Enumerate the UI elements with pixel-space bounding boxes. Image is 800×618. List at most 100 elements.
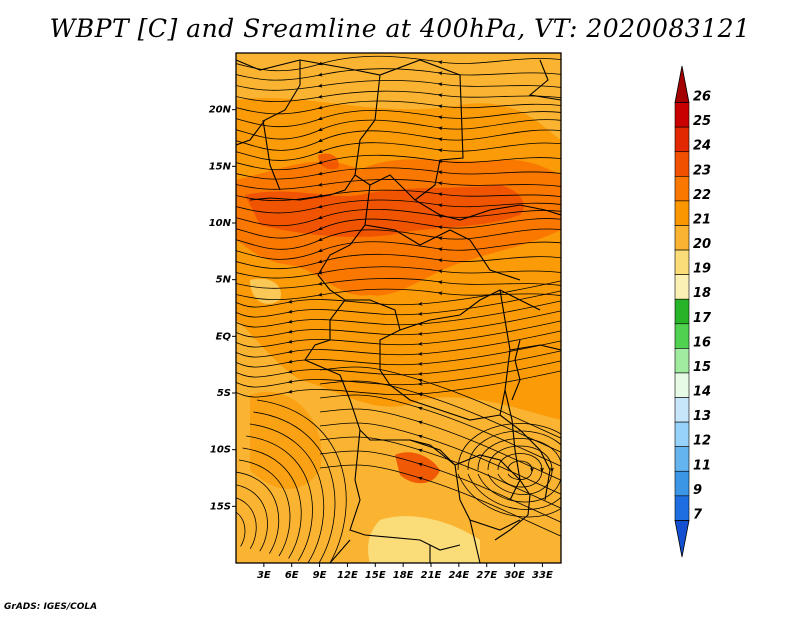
colorbar-segment bbox=[674, 323, 690, 349]
streamline bbox=[236, 79, 561, 91]
streamline bbox=[256, 399, 347, 563]
streamline bbox=[253, 411, 336, 563]
streamline bbox=[457, 423, 561, 518]
colorbar-segment bbox=[674, 348, 690, 374]
colorbar-segment bbox=[674, 397, 690, 423]
colorbar-segment bbox=[674, 298, 690, 325]
colorbar-label: 22 bbox=[693, 188, 711, 203]
streamline bbox=[236, 290, 561, 318]
streamline bbox=[319, 422, 561, 495]
lon-tick-label: 30E bbox=[504, 570, 525, 581]
lat-tick-label: 5S bbox=[217, 388, 231, 399]
streamline bbox=[236, 512, 246, 547]
colorbar-segment bbox=[674, 372, 690, 398]
lat-tick-label: 15N bbox=[209, 161, 232, 172]
colorbar-label: 18 bbox=[693, 286, 711, 301]
lat-tick-label: 5N bbox=[216, 275, 232, 286]
streamline bbox=[497, 453, 544, 488]
lat-tick-label: 15S bbox=[210, 501, 231, 512]
colorbar-label: 14 bbox=[693, 385, 711, 400]
streamline bbox=[236, 484, 268, 552]
colorbar-label: 13 bbox=[693, 409, 711, 424]
colorbar: 26 25 24 23 22 21 20 19 18 17 16 15 14 13 12 11 9 7 bbox=[674, 65, 712, 558]
lat-tick-label: EQ bbox=[216, 331, 232, 342]
colorbar-label: 12 bbox=[693, 434, 711, 449]
streamline bbox=[319, 394, 561, 467]
country-borders bbox=[236, 59, 561, 563]
colorbar-segment bbox=[674, 446, 690, 472]
streamline bbox=[236, 241, 561, 260]
streamline bbox=[238, 459, 291, 557]
streamline bbox=[236, 189, 561, 201]
streamline bbox=[236, 218, 561, 239]
streamline bbox=[236, 280, 561, 308]
streamline bbox=[319, 464, 561, 537]
streamline bbox=[236, 310, 561, 338]
colorbar-label: 25 bbox=[693, 114, 711, 129]
streamline bbox=[467, 430, 561, 510]
colorbar-segment bbox=[674, 495, 690, 521]
lon-tick-label: 24E bbox=[448, 570, 469, 581]
colorbar-label: 26 bbox=[693, 90, 711, 105]
lon-tick-label: 15E bbox=[365, 570, 386, 581]
streamline bbox=[507, 460, 534, 480]
lat-tick-label: 20N bbox=[209, 105, 232, 116]
colorbar-segment bbox=[674, 225, 690, 251]
streamline bbox=[246, 435, 313, 562]
colorbar-label: 19 bbox=[693, 262, 711, 277]
streamline bbox=[236, 167, 561, 180]
wbpt-20-patch-west bbox=[250, 278, 281, 304]
colorbar-top-arrow bbox=[674, 65, 690, 103]
map-panel bbox=[221, 53, 561, 563]
streamline bbox=[236, 370, 561, 398]
streamline bbox=[236, 277, 561, 289]
colorbar-label: 17 bbox=[693, 311, 712, 326]
colorbar-label: 24 bbox=[693, 139, 711, 154]
colorbar-segment bbox=[674, 470, 690, 497]
colorbar-label: 20 bbox=[693, 237, 711, 252]
colorbar-segment bbox=[674, 176, 690, 202]
streamlines bbox=[221, 55, 561, 563]
colorbar-label: 11 bbox=[693, 458, 711, 473]
colorbar-label: 7 bbox=[693, 507, 703, 522]
streamline bbox=[236, 253, 561, 270]
streamline bbox=[236, 154, 561, 171]
streamline bbox=[236, 142, 561, 161]
lon-tick-label: 18E bbox=[393, 570, 414, 581]
streamline bbox=[236, 55, 561, 72]
streamline bbox=[236, 129, 561, 151]
streamline bbox=[236, 228, 561, 250]
colorbar-label: 23 bbox=[693, 163, 711, 178]
colorbar-segment bbox=[674, 126, 690, 153]
streamline bbox=[236, 340, 561, 368]
streamline bbox=[221, 520, 234, 544]
colorbar-bottom-arrow bbox=[674, 520, 690, 558]
lon-tick-label: 33E bbox=[532, 570, 553, 581]
streamline bbox=[236, 320, 561, 348]
longitude-axis: 3E 6E 9E 12E 15E 18E 21E 24E 27E 30E 33E bbox=[257, 563, 553, 581]
streamline bbox=[319, 366, 561, 439]
streamline bbox=[487, 445, 554, 495]
streamline bbox=[249, 423, 325, 563]
lat-tick-label: 10N bbox=[209, 218, 232, 229]
streamline bbox=[236, 199, 561, 214]
streamline bbox=[242, 447, 302, 559]
map-frame bbox=[235, 52, 562, 564]
lon-tick-label: 3E bbox=[257, 570, 271, 581]
streamline bbox=[236, 119, 561, 140]
streamline bbox=[236, 360, 561, 388]
streamline bbox=[477, 438, 561, 503]
lon-tick-label: 21E bbox=[421, 570, 442, 581]
lon-tick-label: 9E bbox=[313, 570, 327, 581]
colorbar-segment bbox=[674, 274, 690, 300]
colorbar-label: 16 bbox=[693, 335, 711, 350]
colorbar-segment bbox=[674, 151, 690, 177]
lat-tick-label: 10S bbox=[210, 445, 231, 456]
streamline bbox=[236, 178, 561, 190]
grads-credit: GrADS: IGES/COLA bbox=[4, 602, 98, 612]
latitude-axis: 20N 15N 10N 5N EQ 5S 10S 15S bbox=[209, 105, 236, 512]
lon-tick-label: 6E bbox=[285, 570, 299, 581]
streamline bbox=[319, 436, 561, 509]
streamline bbox=[236, 350, 561, 378]
